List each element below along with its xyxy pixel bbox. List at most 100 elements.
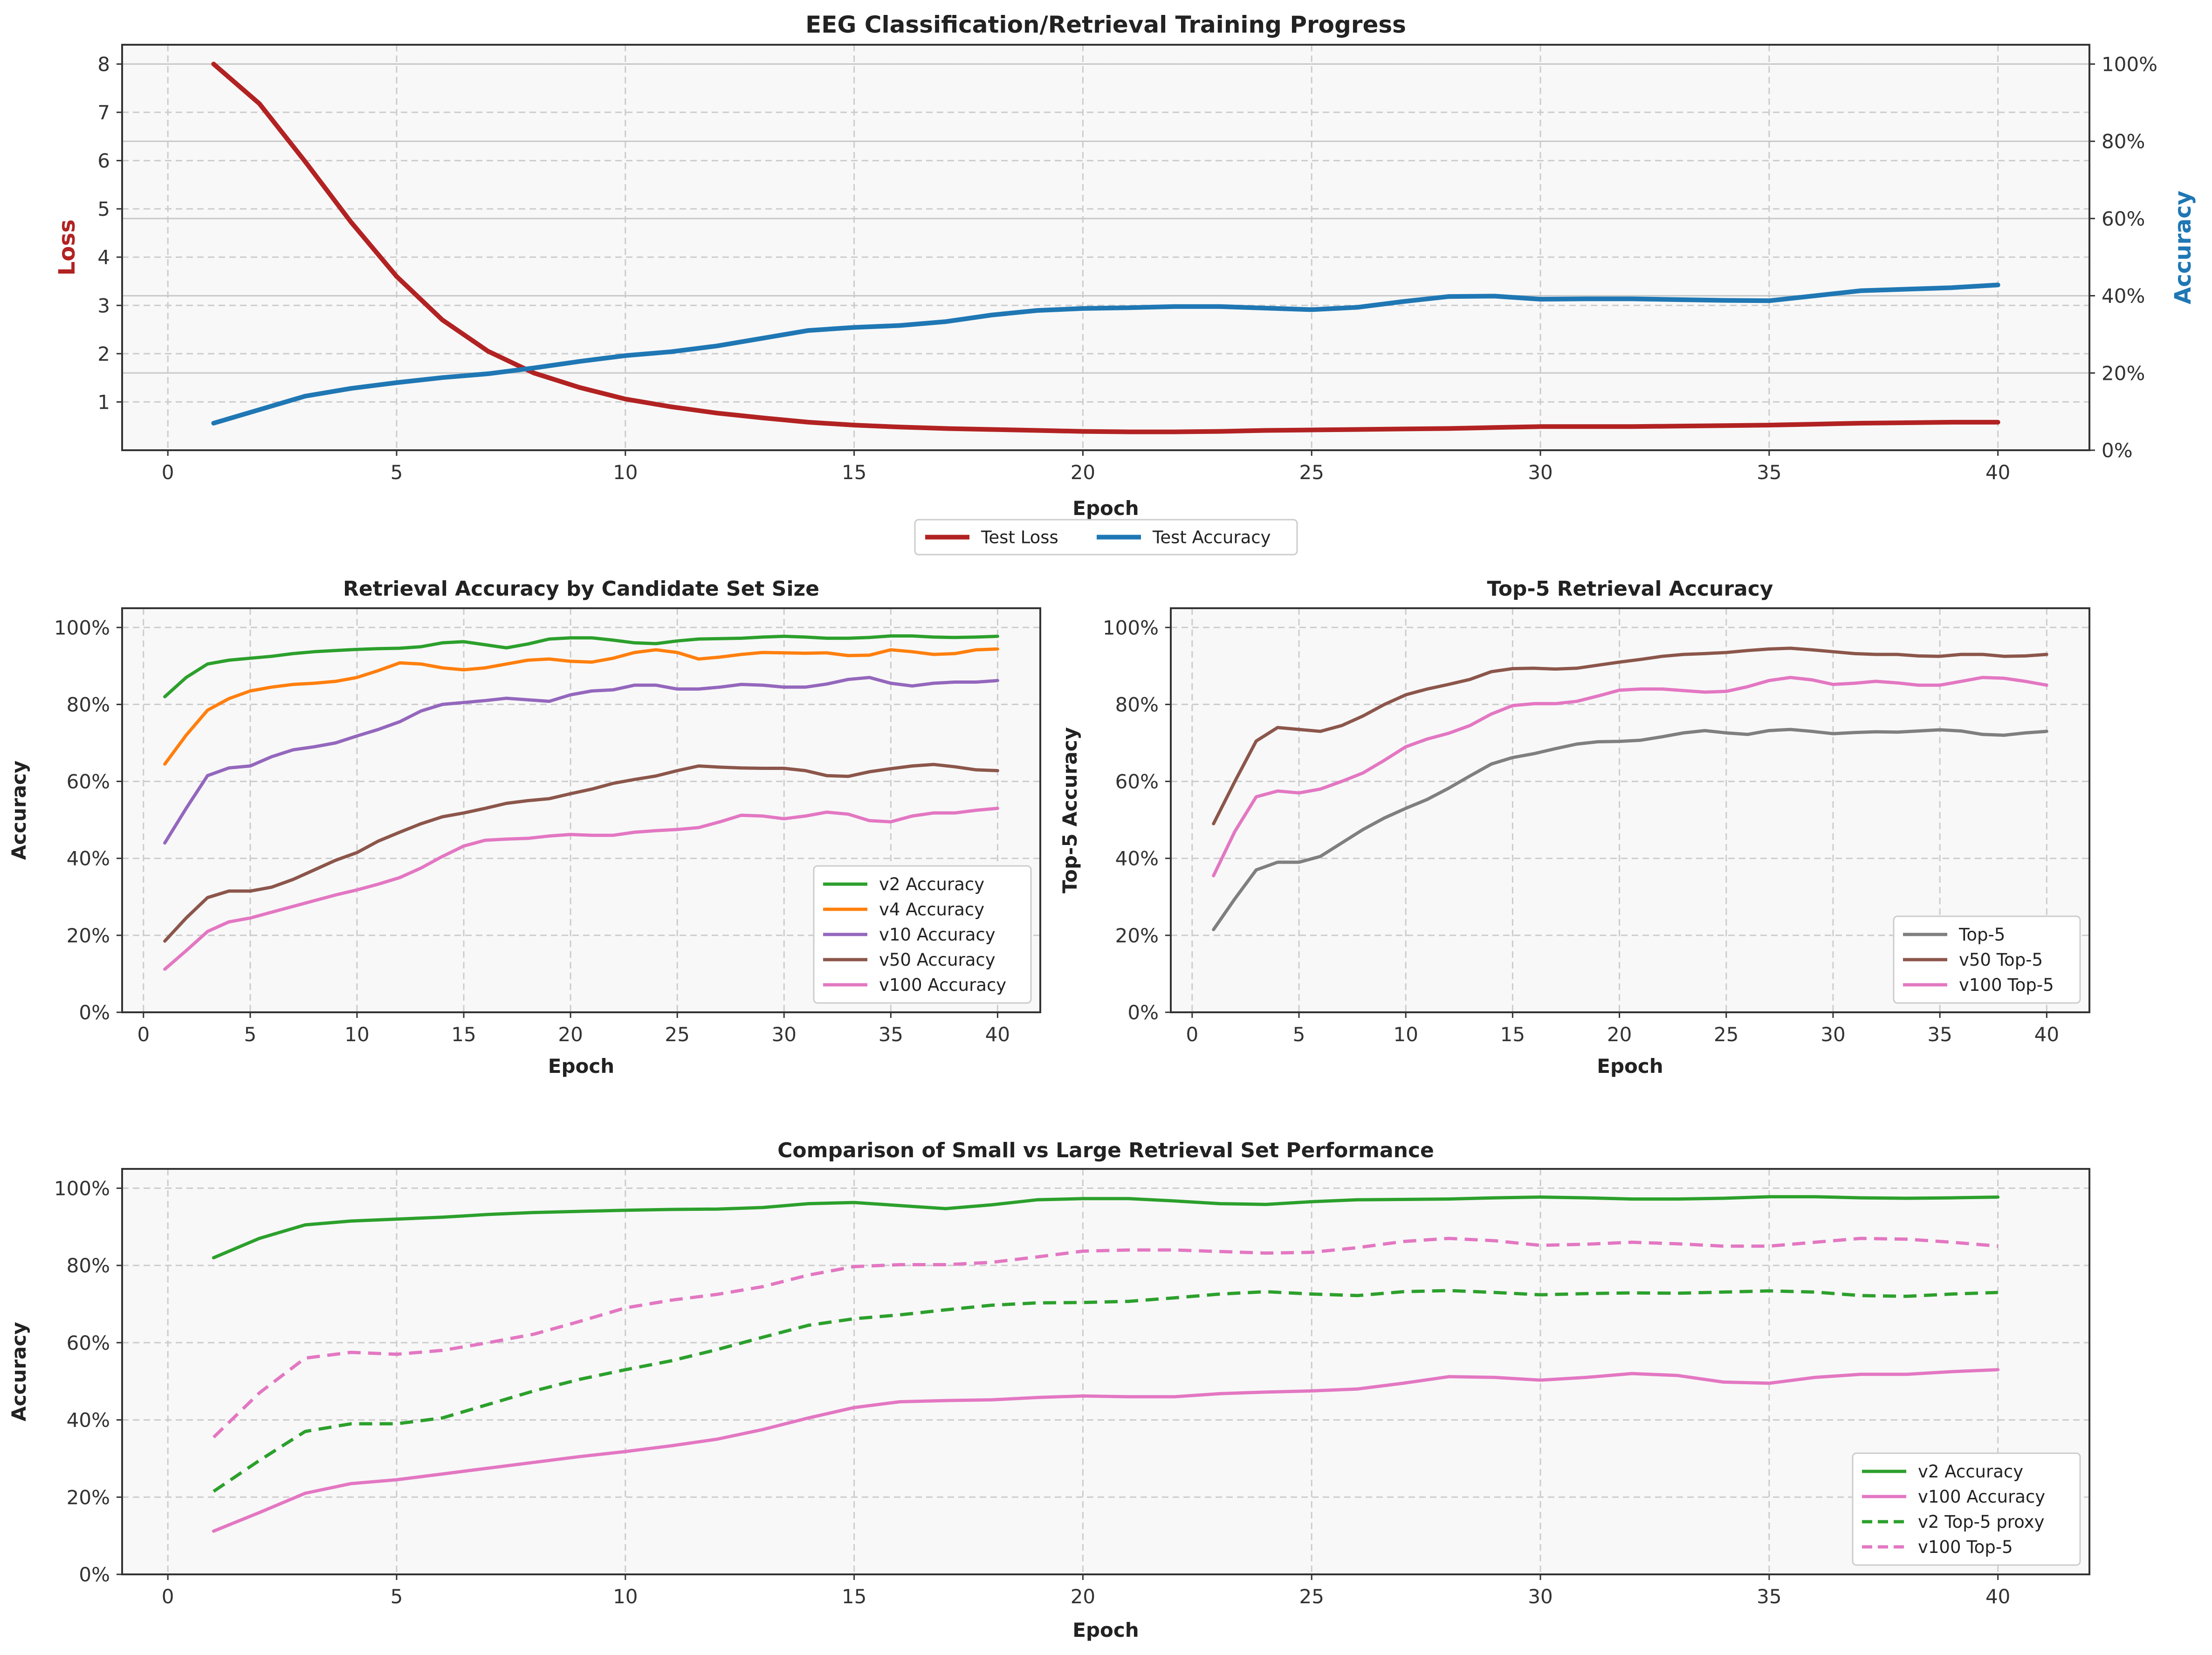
- y2-tick-label: 40%: [2102, 285, 2145, 308]
- legend: v2 Accuracy v4 Accuracy v10 Accuracy v50 Ac…: [813, 865, 1032, 1004]
- legend-label: v2 Top-5 proxy: [1918, 1512, 2044, 1532]
- x-tick-label: 5: [244, 1023, 257, 1046]
- x-tick-label: 5: [391, 1585, 403, 1608]
- legend-label: v50 Accuracy: [879, 950, 996, 970]
- legend: Test Loss Test Accuracy: [914, 519, 1298, 556]
- legend-label: v100 Top-5: [1918, 1537, 2013, 1557]
- grid: [122, 45, 2089, 451]
- x-tick-label: 30: [772, 1023, 797, 1046]
- y-axis-label: Accuracy: [7, 761, 30, 860]
- series-line: [212, 1368, 2000, 1533]
- legend-label: v50 Top-5: [1959, 950, 2043, 970]
- x-tick-label: 40: [985, 1023, 1010, 1046]
- legend-label: Top-5: [1958, 925, 2005, 945]
- chart-top: 0 5 10 15 20 25 30 35 40123456780%20%40%60%80%10…: [54, 11, 2196, 556]
- y-ticks: 0% 20% 40% 60% 80% 100%: [54, 1177, 122, 1586]
- x-tick-label: 10: [613, 461, 638, 484]
- x-tick-label: 0: [137, 1023, 150, 1046]
- x-tick-label: 35: [1927, 1023, 1952, 1046]
- axes-frame: [121, 1168, 2090, 1575]
- y-tick-label: 8: [97, 53, 110, 76]
- x-tick-label: 40: [1985, 461, 2010, 484]
- y2-tick-label: 0%: [2102, 439, 2133, 462]
- x-tick-label: 15: [842, 461, 866, 484]
- x-tick-label: 25: [1299, 461, 1324, 484]
- x-tick-label: 35: [879, 1023, 903, 1046]
- chart-title: Comparison of Small vs Large Retrieval S…: [777, 1139, 1434, 1162]
- series-lines: [212, 1195, 2000, 1533]
- x-tick-label: 25: [665, 1023, 689, 1046]
- series-line: [212, 1195, 2000, 1260]
- y-tick-label: 80%: [67, 693, 110, 716]
- legend: v2 Accuracy v100 Accuracy v2 Top-5 proxy v1…: [1852, 1452, 2081, 1566]
- y-tick-label: 2: [97, 343, 110, 365]
- x-tick-label: 10: [613, 1585, 638, 1608]
- x-ticks: 0 5 10 15 20 25 30 35 40: [162, 450, 2010, 484]
- plot-area: [122, 45, 2089, 450]
- y-ticks: 0% 20% 40% 60% 80% 100%: [1103, 616, 1171, 1024]
- y-axis-label: Loss: [54, 220, 80, 276]
- y-tick-label: 6: [97, 150, 110, 172]
- y-tick-label: 80%: [1115, 693, 1159, 716]
- x-tick-label: 0: [162, 1585, 174, 1608]
- x-ticks: 0 5 10 15 20 25 30 35 40: [137, 1012, 1010, 1046]
- legend-box: [1852, 1452, 2081, 1566]
- y-tick-label: 80%: [67, 1254, 110, 1277]
- legend-box: [1893, 915, 2081, 1004]
- series-lines: [1212, 646, 2048, 931]
- y-tick-label: 0%: [1127, 1001, 1159, 1024]
- legend: Top-5 v50 Top-5 v100 Top-5: [1893, 915, 2081, 1004]
- x-tick-label: 30: [1820, 1023, 1845, 1046]
- legend-label: v10 Accuracy: [879, 925, 996, 945]
- y-tick-label: 100%: [54, 616, 110, 639]
- series-line: [1212, 676, 2048, 878]
- y-tick-label: 60%: [1115, 770, 1159, 793]
- series-lines: [211, 62, 2000, 434]
- x-tick-label: 20: [1071, 1585, 1095, 1608]
- series-line: [163, 647, 999, 766]
- x-ticks: 0 5 10 15 20 25 30 35 40: [1186, 1012, 2059, 1046]
- y-tick-label: 100%: [54, 1177, 110, 1200]
- x-ticks: 0 5 10 15 20 25 30 35 40: [162, 1574, 2010, 1608]
- series-line: [212, 1236, 1998, 1439]
- x-tick-label: 10: [344, 1023, 369, 1046]
- chart-mid-left: 0 5 10 15 20 25 30 35 40 0% 20% 40% 60% 80% 100% Retrie…: [7, 577, 1041, 1078]
- series-line: [163, 676, 999, 845]
- y2-tick-label: 100%: [2102, 53, 2157, 76]
- y-tick-label: 5: [97, 198, 110, 220]
- y-tick-label: 40%: [67, 1409, 110, 1432]
- y-tick-label: 40%: [1115, 847, 1159, 870]
- series-lines: [163, 634, 999, 971]
- y-tick-label: 0%: [79, 1563, 110, 1586]
- x-tick-label: 15: [842, 1585, 866, 1608]
- series-line: [163, 806, 999, 971]
- y2-tick-label: 20%: [2102, 362, 2145, 385]
- legend-box: [813, 865, 1032, 1004]
- y2-ticks: 0% 20% 40% 60% 80% 100%: [2089, 53, 2157, 462]
- x-tick-label: 15: [451, 1023, 476, 1046]
- y-tick-label: 7: [97, 101, 110, 124]
- x-axis-label: Epoch: [1072, 497, 1139, 520]
- axes-frame: [1170, 607, 2090, 1013]
- legend-label: v100 Accuracy: [1918, 1487, 2045, 1507]
- x-tick-label: 40: [1985, 1585, 2010, 1608]
- y-tick-label: 20%: [1115, 924, 1159, 947]
- y-ticks: 0% 20% 40% 60% 80% 100%: [54, 616, 122, 1024]
- y-ticks: 1 2 3 4 5 6 7 8: [97, 53, 122, 413]
- series-line: [1212, 728, 2048, 931]
- x-tick-label: 40: [2034, 1023, 2059, 1046]
- chart-title: EEG Classification/Retrieval Training Pr…: [805, 11, 1406, 38]
- x-tick-label: 25: [1714, 1023, 1738, 1046]
- y-tick-label: 40%: [67, 847, 110, 870]
- chart-bottom: 0 5 10 15 20 25 30 35 40 0% 20% 40% 60% 80% 100% Compar…: [7, 1139, 2090, 1641]
- series-line: [163, 634, 999, 699]
- x-tick-label: 20: [1607, 1023, 1632, 1046]
- x-axis-label: Epoch: [1072, 1619, 1139, 1641]
- y-axis-label: Accuracy: [7, 1322, 30, 1422]
- x-tick-label: 0: [1186, 1023, 1198, 1046]
- y-tick-label: 20%: [67, 924, 110, 947]
- y-tick-label: 100%: [1103, 616, 1159, 639]
- chart-title: Top-5 Retrieval Accuracy: [1487, 577, 1773, 601]
- series-line: [211, 282, 2000, 426]
- x-tick-label: 10: [1393, 1023, 1418, 1046]
